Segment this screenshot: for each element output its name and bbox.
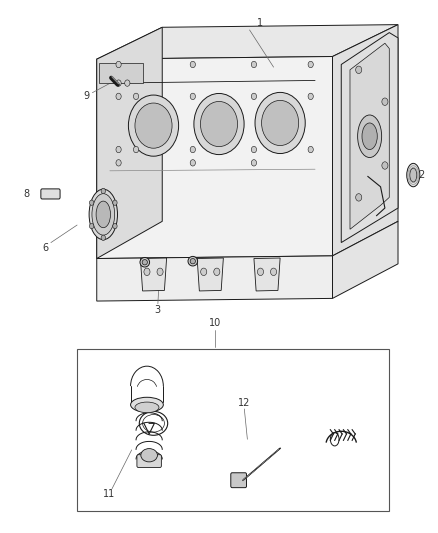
Text: 12: 12 (238, 398, 251, 408)
Circle shape (251, 147, 257, 153)
FancyBboxPatch shape (137, 455, 161, 467)
Ellipse shape (89, 189, 117, 240)
Circle shape (382, 162, 388, 169)
Ellipse shape (141, 449, 157, 462)
Ellipse shape (131, 397, 163, 412)
Circle shape (101, 235, 106, 240)
Ellipse shape (410, 168, 417, 182)
Circle shape (190, 61, 195, 68)
Circle shape (116, 160, 121, 166)
Circle shape (258, 268, 264, 276)
Circle shape (116, 147, 121, 153)
Ellipse shape (92, 193, 115, 235)
Circle shape (190, 93, 195, 100)
FancyBboxPatch shape (231, 473, 247, 488)
Ellipse shape (407, 164, 420, 187)
Text: 8: 8 (24, 189, 30, 199)
FancyBboxPatch shape (41, 189, 60, 199)
Polygon shape (350, 43, 389, 229)
Ellipse shape (188, 256, 198, 266)
Circle shape (251, 61, 257, 68)
Text: 10: 10 (208, 318, 221, 328)
Text: 6: 6 (42, 243, 49, 253)
FancyBboxPatch shape (77, 349, 389, 511)
Circle shape (356, 193, 362, 201)
Circle shape (190, 147, 195, 153)
Polygon shape (332, 221, 398, 298)
Circle shape (157, 268, 163, 276)
Ellipse shape (194, 93, 244, 155)
Text: 11: 11 (103, 489, 115, 499)
Circle shape (134, 93, 139, 100)
Polygon shape (254, 258, 280, 291)
Circle shape (134, 147, 139, 153)
Circle shape (251, 160, 257, 166)
Circle shape (382, 98, 388, 106)
Circle shape (113, 223, 117, 229)
Ellipse shape (255, 92, 305, 154)
Circle shape (308, 93, 313, 100)
Polygon shape (97, 27, 162, 259)
Text: 1: 1 (258, 18, 264, 28)
Ellipse shape (140, 257, 150, 267)
Ellipse shape (142, 260, 148, 265)
FancyBboxPatch shape (99, 63, 143, 83)
Ellipse shape (362, 123, 377, 150)
Circle shape (101, 188, 106, 193)
Ellipse shape (357, 115, 381, 158)
Ellipse shape (135, 103, 172, 148)
Circle shape (116, 80, 121, 86)
Text: 3: 3 (155, 305, 161, 315)
Ellipse shape (96, 201, 110, 228)
Polygon shape (97, 256, 332, 301)
Ellipse shape (135, 402, 159, 413)
Circle shape (190, 160, 195, 166)
Polygon shape (197, 258, 223, 291)
Circle shape (214, 268, 220, 276)
Polygon shape (341, 33, 398, 243)
Text: 2: 2 (418, 170, 425, 180)
Circle shape (251, 93, 257, 100)
Ellipse shape (190, 259, 195, 264)
Ellipse shape (201, 101, 237, 147)
Polygon shape (141, 258, 166, 291)
Polygon shape (97, 25, 398, 59)
Circle shape (271, 268, 277, 276)
Polygon shape (97, 56, 332, 259)
Circle shape (308, 61, 313, 68)
Text: 9: 9 (83, 91, 89, 101)
Circle shape (356, 66, 362, 74)
Circle shape (116, 93, 121, 100)
Ellipse shape (261, 100, 299, 146)
Circle shape (89, 223, 94, 229)
Circle shape (201, 268, 207, 276)
Circle shape (89, 200, 94, 205)
Circle shape (116, 61, 121, 68)
Circle shape (113, 200, 117, 205)
Circle shape (308, 147, 313, 153)
Polygon shape (332, 25, 398, 256)
Ellipse shape (128, 95, 179, 156)
Circle shape (144, 268, 150, 276)
Circle shape (125, 80, 130, 86)
